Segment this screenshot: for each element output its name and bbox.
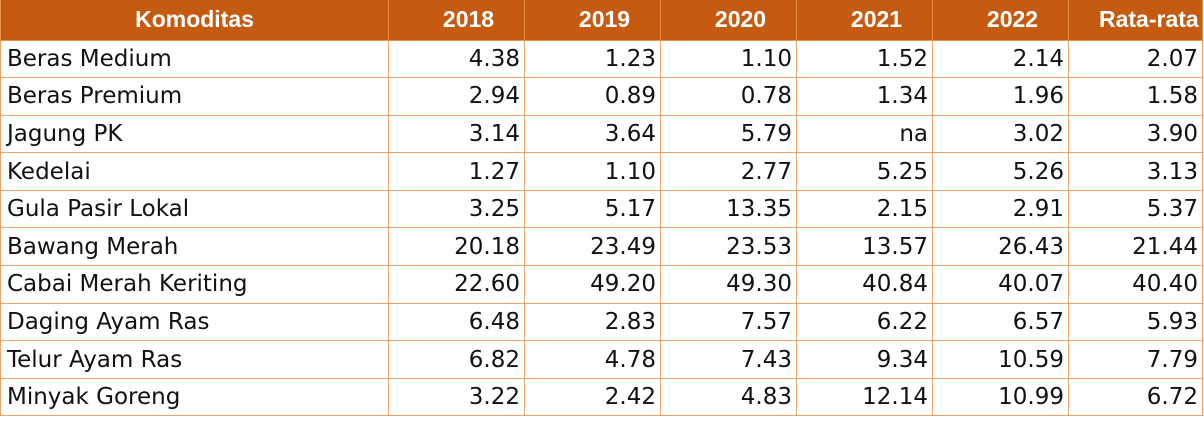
- value-cell: 1.58: [1068, 77, 1203, 116]
- header-2019: 2019: [524, 0, 661, 41]
- commodity-table: Komoditas 2018 2019 2020 2021 2022 Rata-…: [0, 0, 1203, 417]
- value-cell: 21.44: [1068, 227, 1203, 267]
- commodity-name-cell: Jagung PK: [0, 114, 389, 154]
- value-cell: 3.64: [524, 114, 661, 154]
- value-cell: 1.10: [660, 39, 797, 79]
- value-cell: 5.26: [932, 152, 1069, 191]
- value-cell: 6.22: [796, 302, 933, 342]
- value-cell: 5.79: [660, 114, 797, 154]
- value-cell: 2.94: [388, 77, 525, 116]
- value-cell: 2.14: [932, 39, 1069, 79]
- value-cell: 20.18: [388, 227, 525, 267]
- value-cell: 4.83: [660, 377, 797, 417]
- value-cell: 0.78: [660, 77, 797, 116]
- header-row: Komoditas 2018 2019 2020 2021 2022 Rata-…: [0, 0, 1203, 41]
- value-cell: 6.48: [388, 302, 525, 342]
- commodity-name-cell: Kedelai: [0, 152, 389, 191]
- header-2020: 2020: [660, 0, 797, 41]
- value-cell: 10.59: [932, 340, 1069, 379]
- value-cell: 0.89: [524, 77, 661, 116]
- value-cell: 5.25: [796, 152, 933, 191]
- value-cell: 3.25: [388, 189, 525, 229]
- table-row: Gula Pasir Lokal 3.25 5.17 13.35 2.15 2.91 5.3…: [0, 189, 1203, 229]
- table-row: Telur Ayam Ras 6.82 4.78 7.43 9.34 10.59 7.79: [0, 340, 1203, 379]
- value-cell: 6.82: [388, 340, 525, 379]
- value-cell: 3.02: [932, 114, 1069, 154]
- value-cell: 13.57: [796, 227, 933, 267]
- table-row: Beras Premium 2.94 0.89 0.78 1.34 1.96 1.58: [0, 77, 1203, 116]
- value-cell: 3.22: [388, 377, 525, 417]
- value-cell: 7.79: [1068, 340, 1203, 379]
- value-cell: 6.57: [932, 302, 1069, 342]
- commodity-name-cell: Daging Ayam Ras: [0, 302, 389, 342]
- table-header: Komoditas 2018 2019 2020 2021 2022 Rata-…: [0, 0, 1203, 41]
- value-cell: 23.53: [660, 227, 797, 267]
- value-cell: 2.07: [1068, 39, 1203, 79]
- commodity-name-cell: Gula Pasir Lokal: [0, 189, 389, 229]
- commodity-name-cell: Telur Ayam Ras: [0, 340, 389, 379]
- value-cell: 3.90: [1068, 114, 1203, 154]
- value-cell: 22.60: [388, 265, 525, 304]
- table-row: Kedelai 1.27 1.10 2.77 5.25 5.26 3.13: [0, 152, 1203, 191]
- commodity-name-cell: Bawang Merah: [0, 227, 389, 267]
- value-cell: na: [796, 114, 933, 154]
- value-cell: 3.14: [388, 114, 525, 154]
- value-cell: 1.52: [796, 39, 933, 79]
- value-cell: 2.77: [660, 152, 797, 191]
- value-cell: 7.43: [660, 340, 797, 379]
- value-cell: 4.38: [388, 39, 525, 79]
- table-body: Beras Medium 4.38 1.23 1.10 1.52 2.14 2.07 Bera…: [0, 39, 1203, 417]
- value-cell: 23.49: [524, 227, 661, 267]
- value-cell: 2.15: [796, 189, 933, 229]
- table-row: Bawang Merah 20.18 23.49 23.53 13.57 26.43 21.…: [0, 227, 1203, 267]
- value-cell: 9.34: [796, 340, 933, 379]
- value-cell: 2.83: [524, 302, 661, 342]
- value-cell: 3.13: [1068, 152, 1203, 191]
- value-cell: 49.20: [524, 265, 661, 304]
- value-cell: 1.34: [796, 77, 933, 116]
- value-cell: 10.99: [932, 377, 1069, 417]
- value-cell: 13.35: [660, 189, 797, 229]
- commodity-name-cell: Beras Medium: [0, 39, 389, 79]
- table-row: Minyak Goreng 3.22 2.42 4.83 12.14 10.99 6.72: [0, 377, 1203, 417]
- header-komoditas: Komoditas: [0, 0, 389, 41]
- value-cell: 5.17: [524, 189, 661, 229]
- value-cell: 1.27: [388, 152, 525, 191]
- header-2018: 2018: [388, 0, 525, 41]
- value-cell: 1.96: [932, 77, 1069, 116]
- value-cell: 5.93: [1068, 302, 1203, 342]
- commodity-name-cell: Beras Premium: [0, 77, 389, 116]
- value-cell: 7.57: [660, 302, 797, 342]
- table-row: Beras Medium 4.38 1.23 1.10 1.52 2.14 2.07: [0, 39, 1203, 79]
- value-cell: 1.23: [524, 39, 661, 79]
- value-cell: 40.07: [932, 265, 1069, 304]
- value-cell: 12.14: [796, 377, 933, 417]
- header-2022: 2022: [932, 0, 1069, 41]
- value-cell: 2.91: [932, 189, 1069, 229]
- value-cell: 40.84: [796, 265, 933, 304]
- table-row: Cabai Merah Keriting 22.60 49.20 49.30 40.84…: [0, 265, 1203, 304]
- value-cell: 40.40: [1068, 265, 1203, 304]
- value-cell: 5.37: [1068, 189, 1203, 229]
- header-2021: 2021: [796, 0, 933, 41]
- value-cell: 26.43: [932, 227, 1069, 267]
- table-row: Daging Ayam Ras 6.48 2.83 7.57 6.22 6.57 5.93: [0, 302, 1203, 342]
- value-cell: 49.30: [660, 265, 797, 304]
- commodity-name-cell: Cabai Merah Keriting: [0, 265, 389, 304]
- header-rata-rata: Rata-rata: [1068, 0, 1203, 41]
- value-cell: 6.72: [1068, 377, 1203, 417]
- value-cell: 4.78: [524, 340, 661, 379]
- value-cell: 1.10: [524, 152, 661, 191]
- commodity-name-cell: Minyak Goreng: [0, 377, 389, 417]
- value-cell: 2.42: [524, 377, 661, 417]
- table-row: Jagung PK 3.14 3.64 5.79 na 3.02 3.90: [0, 114, 1203, 154]
